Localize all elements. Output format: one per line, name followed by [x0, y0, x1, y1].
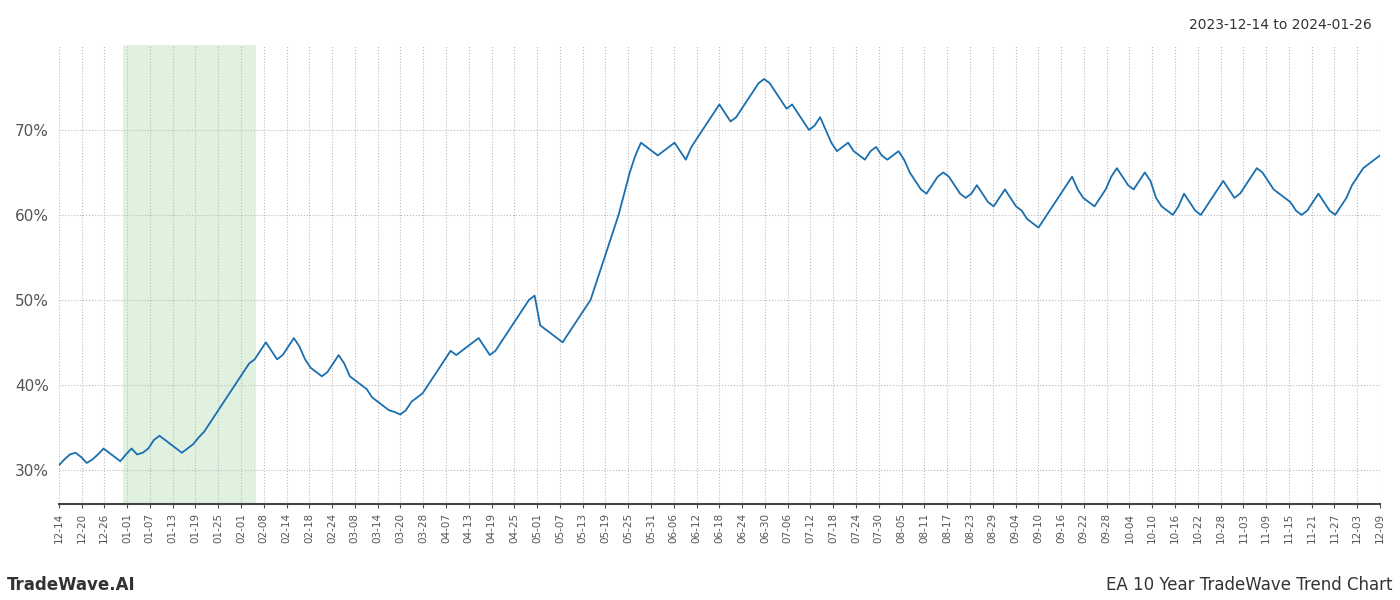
- Text: TradeWave.AI: TradeWave.AI: [7, 576, 136, 594]
- Bar: [123, 45, 256, 504]
- Text: 2023-12-14 to 2024-01-26: 2023-12-14 to 2024-01-26: [1189, 18, 1372, 32]
- Text: EA 10 Year TradeWave Trend Chart: EA 10 Year TradeWave Trend Chart: [1106, 576, 1393, 594]
